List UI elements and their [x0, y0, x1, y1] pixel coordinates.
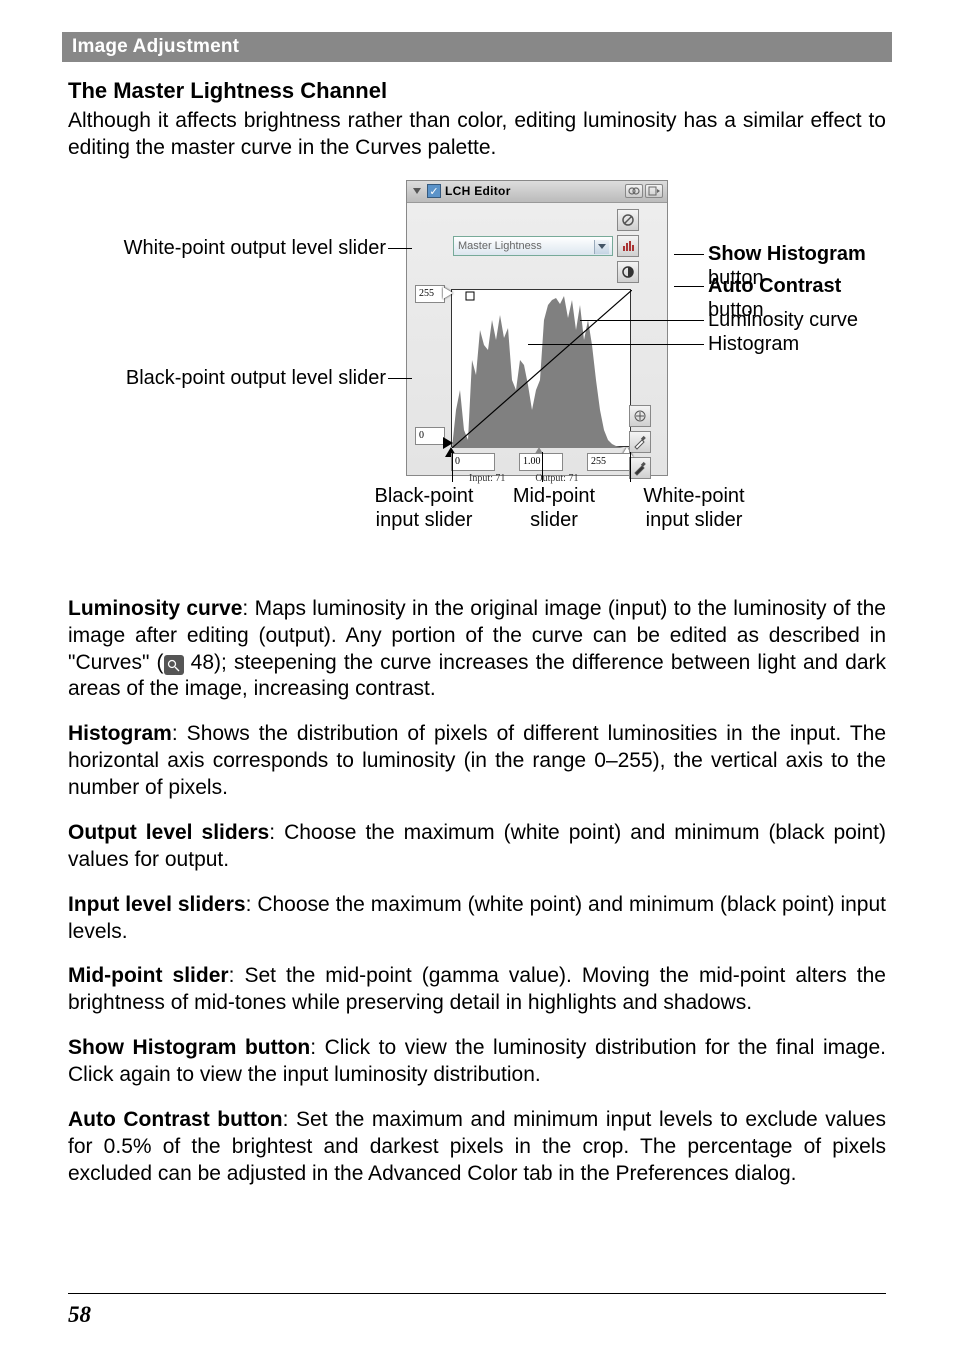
mid-point-input-field[interactable]: 1.00	[519, 453, 563, 471]
page-ref-icon	[164, 655, 184, 675]
black-point-output-field[interactable]: 0	[415, 427, 445, 445]
black-point-input-field[interactable]: 0	[451, 453, 495, 471]
panel-toggle-icon[interactable]	[625, 184, 643, 198]
para-show-histogram: Show Histogram button: Click to view the…	[68, 1035, 886, 1089]
callout-white-output: White-point output level slider	[68, 236, 386, 260]
white-dropper-icon[interactable]	[629, 431, 651, 453]
para-luminosity-curve: Luminosity curve: Maps luminosity in the…	[68, 596, 886, 704]
black-dropper-icon[interactable]	[629, 457, 651, 479]
callout-black-output: Black-point output level slider	[68, 366, 386, 390]
callout-luminosity-curve: Luminosity curve	[708, 308, 858, 332]
intro-paragraph: Although it affects brightness rather th…	[68, 108, 886, 162]
auto-contrast-button[interactable]	[617, 261, 639, 283]
lch-editor-panel: ✓ LCH Editor Master Lightness	[406, 180, 668, 476]
curve-handle[interactable]	[466, 292, 474, 300]
histogram-shape	[452, 296, 632, 448]
white-point-output-slider[interactable]	[443, 287, 453, 299]
white-point-input-field[interactable]: 255	[587, 453, 631, 471]
chart-area: 255 0 0 1.00 255	[415, 289, 659, 469]
footer-rule	[68, 1293, 886, 1294]
para-mid-point: Mid-point slider: Set the mid-point (gam…	[68, 963, 886, 1017]
callout-histogram: Histogram	[708, 332, 799, 356]
enable-checkbox[interactable]: ✓	[427, 184, 441, 198]
histogram-chart[interactable]	[451, 289, 631, 447]
reset-icon[interactable]	[617, 209, 639, 231]
input-output-readout: Input: 71 Output: 71	[469, 473, 578, 484]
show-histogram-button[interactable]	[617, 235, 639, 257]
para-input-sliders: Input level sliders: Choose the maximum …	[68, 892, 886, 946]
collapse-arrow-icon[interactable]	[411, 185, 423, 197]
dropdown-value: Master Lightness	[458, 240, 542, 252]
page-title: The Master Lightness Channel	[68, 78, 886, 104]
add-anchor-icon[interactable]	[629, 405, 651, 427]
para-auto-contrast: Auto Contrast button: Set the maximum an…	[68, 1107, 886, 1188]
input-readout: Input: 71	[469, 473, 505, 484]
channel-dropdown[interactable]: Master Lightness	[453, 236, 613, 256]
panel-titlebar: ✓ LCH Editor	[407, 181, 667, 203]
para-output-sliders: Output level sliders: Choose the maximum…	[68, 820, 886, 874]
page-number: 58	[68, 1302, 91, 1328]
para-histogram: Histogram: Shows the distribution of pix…	[68, 721, 886, 802]
callout-mid-point: Mid-point slider	[494, 484, 614, 532]
callout-white-input: White-point input slider	[624, 484, 764, 532]
panel-title: LCH Editor	[445, 184, 511, 198]
section-header: Image Adjustment	[62, 32, 892, 62]
white-point-output-field[interactable]: 255	[415, 285, 445, 303]
chevron-down-icon	[598, 244, 606, 249]
callout-black-input: Black-point input slider	[354, 484, 494, 532]
panel-menu-icon[interactable]	[645, 184, 663, 198]
lch-editor-diagram: ✓ LCH Editor Master Lightness	[68, 180, 888, 580]
